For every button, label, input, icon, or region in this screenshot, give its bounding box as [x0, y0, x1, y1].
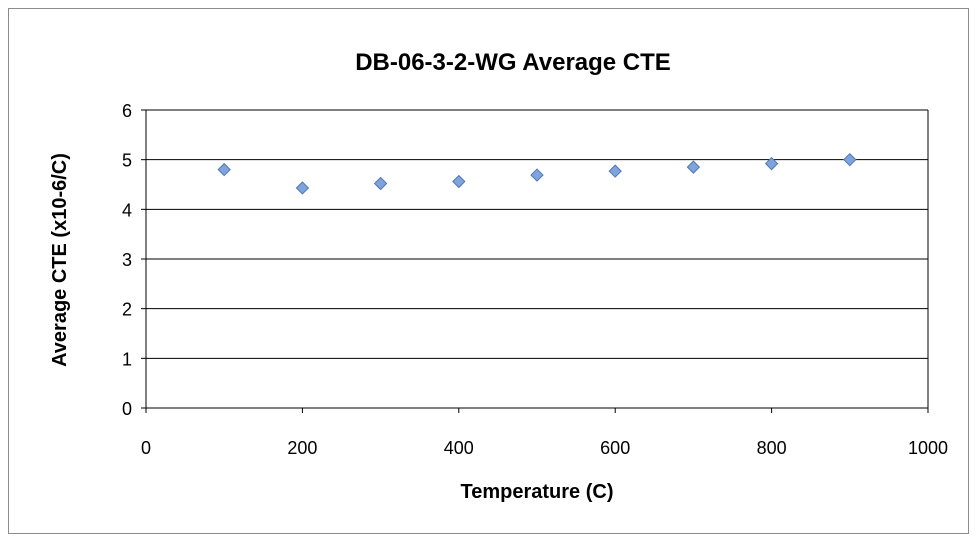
axes — [141, 109, 929, 413]
y-tick-label-4: 4 — [122, 200, 132, 220]
y-tick-label-3: 3 — [122, 250, 132, 270]
y-tick-label-2: 2 — [122, 300, 132, 320]
data-point-200 — [295, 181, 310, 195]
x-tick-label-1000: 1000 — [908, 438, 948, 458]
data-point-600 — [608, 164, 622, 178]
data-point-700 — [686, 160, 701, 174]
y-axis-title: Average CTE (x10-6/C) — [49, 153, 71, 367]
gridlines — [146, 109, 928, 359]
y-tick-label-5: 5 — [122, 151, 132, 171]
x-tick-label-800: 800 — [757, 438, 787, 458]
y-tick-label-6: 6 — [122, 101, 132, 121]
x-tick-label-200: 200 — [287, 438, 317, 458]
data-point-500 — [530, 168, 544, 182]
x-axis-title: Temperature (C) — [461, 481, 614, 503]
x-tick-label-0: 0 — [141, 438, 151, 458]
y-tick-label-1: 1 — [122, 349, 132, 369]
chart-frame — [8, 8, 969, 534]
data-point-400 — [452, 174, 466, 189]
chart-title: DB-06-3-2-WG Average CTE — [355, 49, 671, 76]
y-tick-label-0: 0 — [122, 399, 132, 419]
data-point-300 — [373, 176, 388, 191]
data-point-100 — [217, 162, 231, 177]
tick-labels: 0 1 2 3 4 5 6 0 200 400 600 800 1000 — [122, 101, 948, 458]
x-tick-label-400: 400 — [444, 438, 474, 458]
data-points — [217, 152, 857, 195]
data-point-900 — [843, 152, 857, 167]
data-point-800 — [764, 156, 779, 171]
x-tick-label-600: 600 — [600, 438, 630, 458]
